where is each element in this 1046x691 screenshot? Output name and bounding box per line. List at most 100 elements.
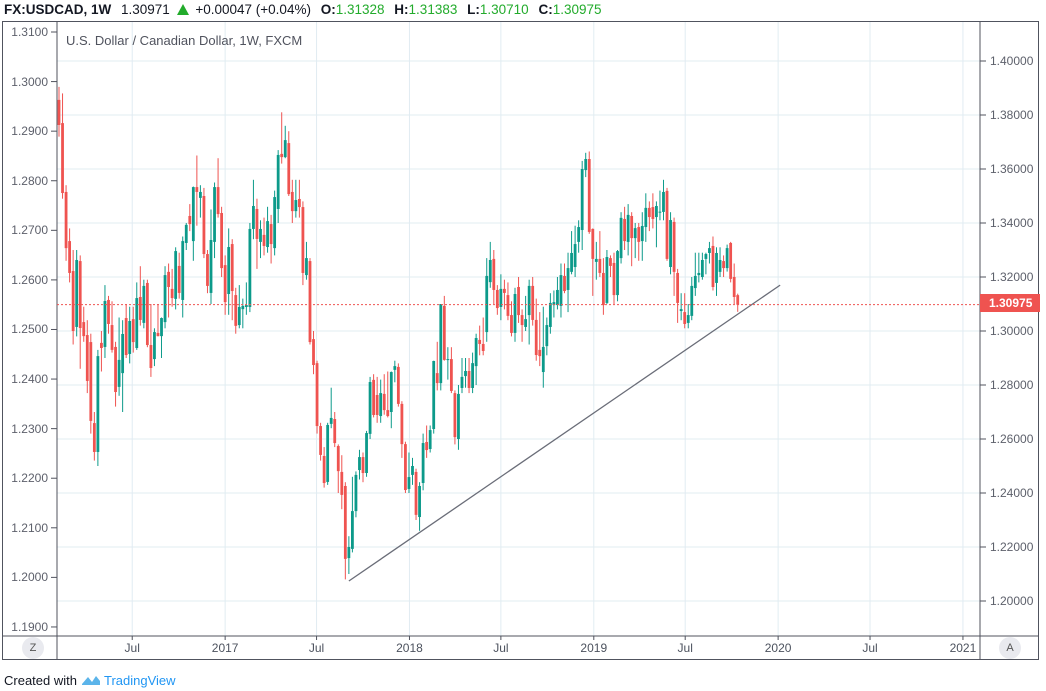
- low-value: 1.30710: [479, 2, 529, 17]
- tradingview-link[interactable]: TradingView: [104, 673, 176, 688]
- candle-up: [354, 474, 358, 512]
- candle-up: [418, 485, 421, 518]
- candle-up: [577, 227, 581, 242]
- candle-up: [545, 325, 549, 347]
- candle-down: [729, 242, 733, 279]
- candle-down: [315, 363, 319, 427]
- candle-down: [149, 345, 153, 368]
- candle-down: [131, 319, 135, 343]
- left-axis-label: 1.2300: [11, 421, 48, 436]
- candle-up: [524, 319, 528, 327]
- candle-up: [527, 285, 531, 316]
- candle-down: [124, 318, 128, 356]
- candle-down: [280, 153, 284, 158]
- candle-up: [276, 154, 280, 209]
- high-label: H:: [394, 2, 409, 17]
- candle-up: [244, 305, 248, 307]
- candle-up: [407, 477, 411, 489]
- candle-down: [297, 198, 301, 208]
- candle-up: [428, 430, 432, 449]
- candle-down: [404, 444, 407, 491]
- candle-up: [474, 338, 478, 367]
- candle-down: [396, 366, 400, 404]
- candle-up: [686, 315, 690, 323]
- time-axis-label: 2018: [396, 641, 423, 655]
- candle-down: [308, 261, 312, 343]
- candle-up: [379, 393, 383, 417]
- candle-down: [57, 99, 61, 125]
- candle-up: [548, 302, 552, 327]
- candle-up: [389, 372, 393, 412]
- candle-up: [697, 272, 701, 276]
- candle-up: [640, 225, 644, 242]
- candle-up: [329, 417, 333, 424]
- candle-up: [460, 376, 464, 388]
- candle-down: [167, 271, 170, 287]
- candle-up: [160, 318, 163, 337]
- candle-down: [531, 285, 535, 320]
- time-axis-label: Jul: [493, 641, 509, 655]
- candle-down: [255, 208, 259, 239]
- candle-down: [269, 224, 273, 245]
- candle-down: [386, 410, 390, 417]
- candle-up: [96, 356, 100, 452]
- candle-up: [174, 251, 178, 299]
- candle-down: [343, 485, 347, 559]
- candle-up: [266, 221, 269, 248]
- candle-down: [665, 190, 669, 259]
- left-axis-label: 1.2800: [11, 173, 48, 188]
- candle-up: [142, 285, 146, 323]
- candle-down: [156, 332, 160, 337]
- candle-down: [340, 471, 344, 495]
- candle-up: [626, 214, 630, 242]
- right-axis-label: 1.38000: [990, 108, 1034, 122]
- candle-up: [594, 258, 598, 262]
- candle-down: [672, 221, 676, 272]
- candle-up: [559, 275, 563, 306]
- chart-frame: [2, 21, 1039, 660]
- candle-up: [432, 360, 436, 430]
- left-axis-label: 1.2200: [11, 471, 48, 486]
- candle-up: [237, 306, 241, 326]
- candle-down: [188, 215, 192, 225]
- candle-up: [580, 169, 584, 231]
- candle-down: [449, 359, 453, 391]
- left-axis-label: 1.2400: [11, 372, 48, 387]
- candle-up: [117, 359, 121, 387]
- auto-scale-a-button[interactable]: A: [999, 637, 1021, 659]
- left-axis-label: 1.2500: [11, 322, 48, 337]
- tradingview-logo-icon: [81, 676, 100, 685]
- candle-down: [630, 215, 634, 239]
- candle-down: [478, 339, 482, 344]
- candle-up: [658, 211, 662, 213]
- right-axis-label: 1.32000: [990, 270, 1034, 284]
- open-value: 1.31328: [335, 2, 385, 17]
- candle-down: [85, 335, 89, 381]
- right-axis-label: 1.34000: [990, 216, 1034, 230]
- candle-up: [457, 393, 460, 439]
- time-axis-label: Jul: [677, 641, 693, 655]
- candle-up: [541, 346, 545, 373]
- candle-down: [138, 296, 142, 320]
- candle-down: [319, 426, 322, 455]
- left-axis-label: 1.1900: [11, 619, 48, 634]
- candle-up: [347, 547, 351, 559]
- candle-down: [510, 315, 513, 333]
- candle-up: [485, 275, 489, 333]
- candle-down: [361, 457, 365, 474]
- auto-scale-z-button[interactable]: Z: [22, 637, 44, 659]
- candle-down: [382, 393, 386, 411]
- right-axis-label: 1.30000: [990, 324, 1034, 338]
- time-axis-label: Jul: [124, 641, 140, 655]
- candle-up: [584, 159, 588, 171]
- candle-down: [206, 254, 209, 286]
- candle-down: [322, 456, 326, 484]
- candle-down: [177, 265, 181, 293]
- right-axis-label: 1.22000: [990, 540, 1034, 554]
- candle-up: [368, 382, 372, 434]
- right-axis-label: 1.20000: [990, 594, 1034, 608]
- candle-up: [358, 457, 361, 471]
- right-axis-label: 1.26000: [990, 432, 1034, 446]
- symbol-header: FX:USDCAD, 1W 1.30971 +0.00047 (+0.04%) …: [4, 2, 602, 17]
